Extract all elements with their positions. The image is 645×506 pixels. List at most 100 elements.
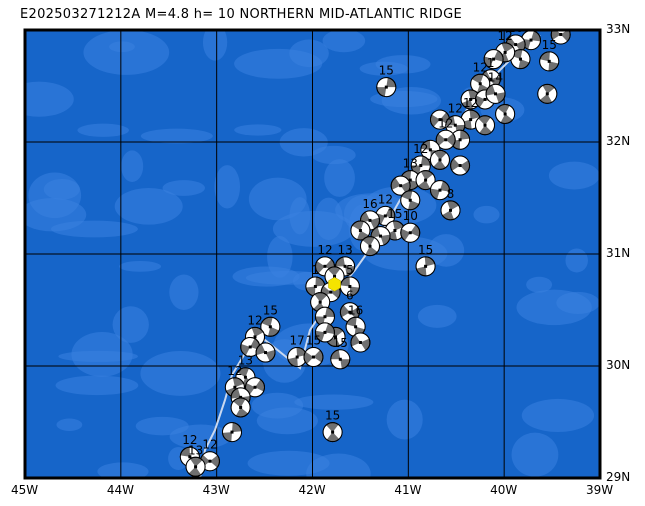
focal-mechanism-beachball[interactable]: 17 xyxy=(287,334,308,368)
focal-mechanism-beachball[interactable]: 12 xyxy=(245,313,265,347)
depth-label: 16 xyxy=(508,21,523,35)
focal-mechanism-beachball[interactable]: 15 xyxy=(322,409,343,443)
depth-label: 6 xyxy=(346,289,354,303)
lon-tick-label: 44W xyxy=(106,483,134,497)
focal-mechanism-beachball[interactable]: 12 xyxy=(179,433,200,467)
focal-mechanism-beachball[interactable]: 15 xyxy=(376,64,397,98)
focal-mechanism-beachball[interactable] xyxy=(314,322,335,343)
focal-mechanism-beachball[interactable]: 5 xyxy=(339,263,360,297)
depth-label: 17 xyxy=(290,334,305,348)
focal-mechanism-beachball[interactable] xyxy=(350,220,371,241)
bathymetry-patch xyxy=(56,418,83,431)
focal-mechanism-beachball[interactable] xyxy=(429,109,450,130)
focal-mechanism-beachball[interactable] xyxy=(415,170,436,191)
depth-label: 12 xyxy=(523,17,538,31)
depth-label: 15 xyxy=(333,336,348,350)
focal-mechanism-beachball[interactable] xyxy=(460,89,481,110)
bathymetry-patch xyxy=(114,188,183,225)
bathymetry-patch xyxy=(324,159,355,197)
bathymetry-patch xyxy=(256,407,318,435)
focal-mechanism-beachball[interactable] xyxy=(222,422,242,443)
focal-mechanism-beachball[interactable] xyxy=(400,190,421,211)
focal-mechanism-beachball[interactable] xyxy=(510,49,531,70)
graticule xyxy=(25,30,600,478)
lat-tick-label: 31N xyxy=(606,246,631,260)
focal-mechanism-beachball[interactable] xyxy=(495,104,516,124)
focal-mechanism-beachball[interactable] xyxy=(360,236,380,257)
depth-label: 15 xyxy=(379,64,394,78)
depth-label: 5 xyxy=(346,263,354,277)
bathymetry-patch xyxy=(112,306,149,343)
depth-label: 8 xyxy=(447,187,455,201)
lat-tick-label: 30N xyxy=(606,358,631,372)
focal-mechanism-beachball[interactable]: 15 xyxy=(539,38,560,72)
depth-label: 12 xyxy=(473,60,488,74)
bathymetry-patch xyxy=(214,165,241,209)
focal-mechanism-beachball[interactable]: 16 xyxy=(345,303,366,337)
epicenter-marker[interactable] xyxy=(328,276,341,292)
bathymetry-patch xyxy=(311,145,356,165)
focal-mechanism-beachball[interactable] xyxy=(450,129,471,150)
focal-mechanism-beachball[interactable]: 8 xyxy=(440,187,461,221)
depth-label: 15 xyxy=(325,409,340,423)
focal-mechanism-beachball[interactable]: 12 xyxy=(521,17,541,51)
map-frame xyxy=(23,28,602,480)
focal-mechanism-beachball[interactable] xyxy=(230,397,251,418)
bathymetry-patch xyxy=(28,172,82,219)
lon-tick-label: 45W xyxy=(11,483,39,497)
focal-mechanism-beachball[interactable] xyxy=(255,342,276,363)
lat-tick-label: 33N xyxy=(606,22,631,36)
depth-label: 12 xyxy=(378,192,393,206)
depth-label: 12 xyxy=(463,96,478,110)
focal-mechanism-beachball[interactable]: 15 xyxy=(303,334,324,368)
depth-label: 13 xyxy=(403,157,418,171)
focal-mechanism-beachball[interactable] xyxy=(245,377,265,398)
bathymetry-patch xyxy=(248,177,307,221)
focal-mechanism-beachball[interactable]: 12 xyxy=(435,116,456,150)
bathymetry-patch xyxy=(473,205,500,224)
bathymetry-patch xyxy=(359,61,408,76)
bathymetry-patch xyxy=(526,276,553,293)
bathymetry-patch xyxy=(71,331,133,377)
focal-mechanism-beachball[interactable]: 15 xyxy=(260,303,281,337)
bathymetry-patch xyxy=(77,123,129,137)
lat-tick-label: 29N xyxy=(606,470,631,484)
focal-mechanism-beachball[interactable]: 12 xyxy=(375,192,396,226)
bathymetry-patch xyxy=(556,291,600,314)
bathymetry-patch xyxy=(121,150,144,183)
bathymetry-patch xyxy=(55,375,139,396)
depth-label: 12 xyxy=(497,29,512,43)
focal-mechanism-beachball[interactable] xyxy=(429,180,450,201)
focal-mechanism-beachball[interactable]: 15 xyxy=(415,243,436,277)
focal-mechanism-beachball[interactable]: 12 xyxy=(470,60,491,94)
focal-mechanism-beachball[interactable] xyxy=(537,83,558,104)
focal-mechanism-beachball[interactable]: 14 xyxy=(485,70,506,104)
focal-mechanism-beachball[interactable] xyxy=(350,332,371,353)
bathymetry-patch xyxy=(306,453,371,478)
depth-label: 15 xyxy=(306,334,321,348)
lon-tick-label: 39W xyxy=(586,483,614,497)
focal-mechanism-beachball[interactable] xyxy=(475,115,495,136)
bathymetry-patch xyxy=(119,261,162,272)
focal-mechanism-beachball[interactable]: 10 xyxy=(400,209,421,243)
bathymetry-patch xyxy=(294,394,374,410)
depth-label: 12 xyxy=(438,116,453,130)
focal-mechanism-beachball[interactable] xyxy=(450,155,471,176)
bathymetry-patch xyxy=(386,399,423,440)
bathymetry-patch xyxy=(169,424,232,449)
depth-label: 12 xyxy=(448,102,463,116)
bathymetry-patch xyxy=(417,304,457,328)
depth-label: 12 xyxy=(247,313,262,327)
depth-label: 12 xyxy=(553,11,568,25)
depth-label: 15 xyxy=(387,207,402,221)
bathymetry-patch xyxy=(109,41,135,53)
focal-mechanism-beachball[interactable] xyxy=(483,49,504,70)
depth-label: 13 xyxy=(337,243,352,257)
focal-mechanism-beachball[interactable]: 13 xyxy=(185,443,206,477)
focal-mechanism-beachball[interactable] xyxy=(429,149,450,170)
focal-mechanism-beachball[interactable]: 15 xyxy=(330,336,351,370)
focal-mechanism-beachball[interactable]: 12 xyxy=(550,11,571,45)
depth-label: 12 xyxy=(202,438,217,452)
focal-mechanism-beachball[interactable] xyxy=(390,175,411,196)
